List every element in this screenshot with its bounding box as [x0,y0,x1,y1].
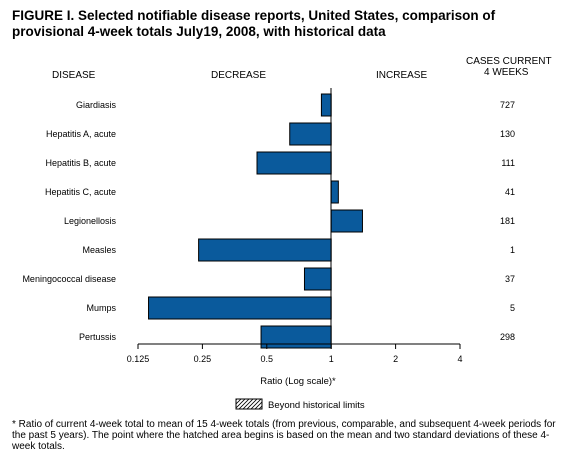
increase-header: INCREASE [376,70,428,81]
cases-value: 41 [505,187,515,197]
bar-legionellosis [330,209,363,233]
footnote: * Ratio of current 4-week total to mean … [12,419,556,452]
legend-label: Beyond historical limits [268,400,365,411]
bar-hepatitis-c-acute [330,180,339,204]
bar-hepatitis-a-acute [289,122,332,146]
category-label: Meningococcal disease [22,274,116,284]
cases-value: 727 [500,100,515,110]
category-label: Measles [82,245,116,255]
x-tick-label: 4 [457,354,462,364]
cases-value: 37 [505,274,515,284]
category-label: Legionellosis [64,216,117,226]
cases-value: 111 [501,158,515,168]
x-tick-label: 0.125 [127,354,150,364]
bar-measles [198,238,332,262]
cases-value: 298 [500,332,515,342]
bar-mumps [148,296,332,320]
cases-value: 130 [500,129,515,139]
decrease-header: DECREASE [211,70,267,81]
category-label: Hepatitis A, acute [46,129,116,139]
legend-swatch-hatched [235,398,263,410]
x-axis-label: Ratio (Log scale)* [260,376,336,387]
x-tick-label: 0.5 [261,354,274,364]
category-label: Pertussis [79,332,117,342]
bar-hepatitis-b-acute [256,151,332,175]
x-tick-label: 2 [393,354,398,364]
cases-header-line1: CASES CURRENT [466,56,552,67]
cases-value: 1 [510,245,515,255]
x-tick-label: 0.25 [194,354,212,364]
x-tick-label: 1 [329,354,334,364]
cases-header-line2: 4 WEEKS [484,67,529,78]
bar-pertussis [260,325,332,349]
bar-meningococcal-disease [303,267,332,291]
figure-title: FIGURE I. Selected notifiable disease re… [12,8,496,39]
category-label: Hepatitis C, acute [45,187,116,197]
cases-value: 5 [510,303,515,313]
category-label: Giardiasis [76,100,117,110]
disease-column-header: DISEASE [52,70,96,81]
category-label: Mumps [86,303,116,313]
bar-giardiasis [320,93,332,117]
category-label: Hepatitis B, acute [45,158,116,168]
cases-value: 181 [500,216,515,226]
